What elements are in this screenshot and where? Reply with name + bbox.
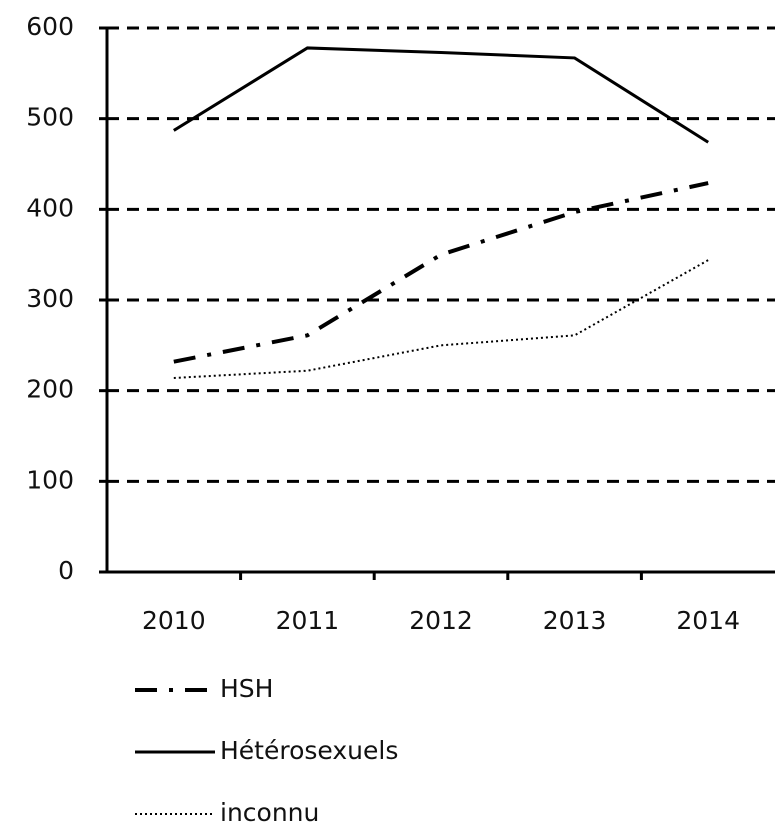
x-tick-label: 2014 [676, 606, 740, 635]
y-tick-label: 100 [26, 465, 74, 494]
y-tick-label: 400 [26, 193, 74, 222]
legend-label: inconnu [220, 798, 319, 826]
series-line [173, 259, 709, 379]
x-tick-label: 2011 [276, 606, 340, 635]
x-tick-label: 2013 [543, 606, 607, 635]
x-tick-label: 2010 [142, 606, 206, 635]
series-line [173, 46, 710, 144]
y-tick-label: 0 [58, 556, 74, 585]
y-tick-label: 600 [26, 12, 74, 41]
y-tick-label: 300 [26, 284, 74, 313]
y-tick-label: 200 [26, 375, 74, 404]
y-tick-label: 500 [26, 103, 74, 132]
x-tick-label: 2012 [409, 606, 473, 635]
legend-label: HSH [220, 674, 273, 703]
legend-label: Hétérosexuels [220, 736, 398, 765]
